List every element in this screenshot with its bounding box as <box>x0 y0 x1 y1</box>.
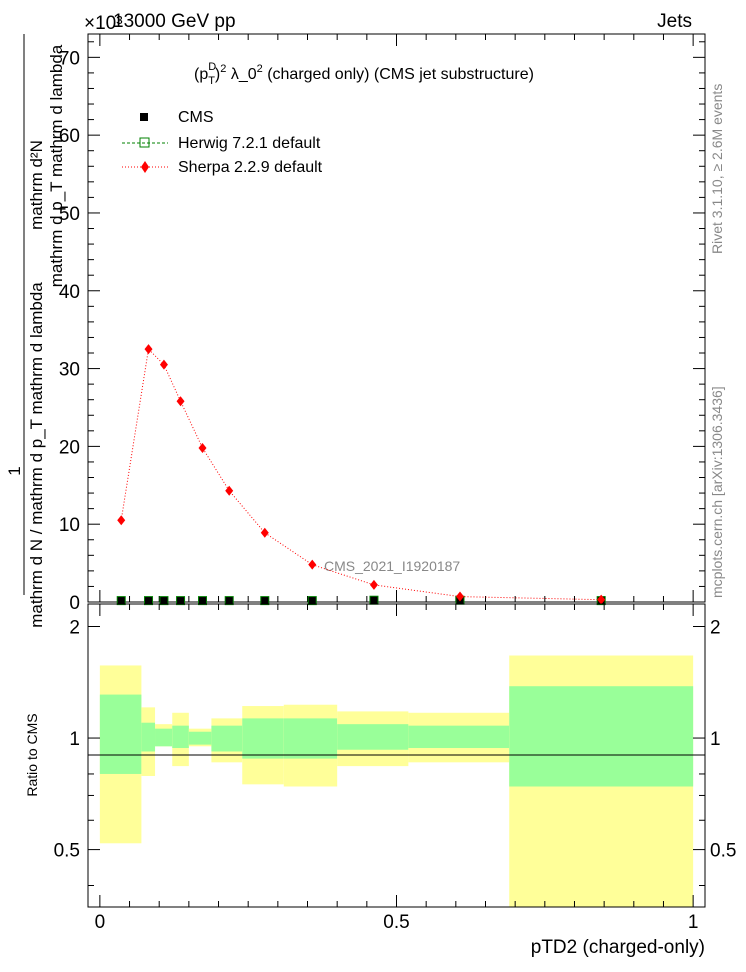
cms-point <box>117 596 126 605</box>
main-ytick-label: 0 <box>69 593 80 614</box>
ratio-inner-band <box>337 724 409 750</box>
ratio-xtick-label: 1 <box>688 912 699 933</box>
sherpa-point <box>176 396 185 407</box>
ratio-ytick-label: 1 <box>69 729 80 750</box>
ratio-inner-band <box>99 694 142 774</box>
herwig-point <box>144 596 154 606</box>
legend: CMS Herwig 7.2.1 default Sherpa 2.2.9 de… <box>122 109 323 176</box>
cms-point <box>225 596 234 605</box>
legend-cms-marker <box>140 113 148 121</box>
ratio-ytick-label: 0.5 <box>54 841 80 862</box>
main-ytick-label: 50 <box>59 204 80 225</box>
ratio-inner-band <box>509 686 694 787</box>
legend-herwig-label: Herwig 7.2.1 default <box>178 135 321 152</box>
category-label: Jets <box>657 11 692 32</box>
ratio-xtick-label: 0.5 <box>383 912 409 933</box>
main-ytick-label: 70 <box>59 48 80 69</box>
cms-point <box>308 596 317 605</box>
cms-point <box>260 596 269 605</box>
ylabel-bottom: mathrm d N / mathrm d p_T mathrm d lambd… <box>27 282 46 628</box>
herwig-point <box>198 596 208 606</box>
cms-point <box>369 596 378 605</box>
sherpa-point <box>159 359 168 370</box>
main-ytick-label: 30 <box>59 360 80 381</box>
sherpa-point <box>198 442 207 453</box>
ratio-ylabel: Ratio to CMS <box>24 713 40 796</box>
herwig-point <box>176 596 186 606</box>
energy-label: 13000 GeV pp <box>113 11 236 32</box>
main-ytick-label: 10 <box>59 515 80 536</box>
rivet-label: Rivet 3.1.10, ≥ 2.6M events <box>709 84 725 254</box>
main-ytick-label: 60 <box>59 126 80 147</box>
ratio-ytick-label-right: 2 <box>710 617 721 638</box>
ratio-inner-band <box>408 725 510 749</box>
ratio-inner-band <box>141 722 156 752</box>
cms-point <box>176 596 185 605</box>
cms-point <box>198 596 207 605</box>
ratio-inner-band <box>172 725 189 749</box>
cms-point <box>144 596 153 605</box>
herwig-point <box>224 596 234 606</box>
plot-title: (pD T)2 λ_02 (charged only) (CMS jet subs… <box>194 61 534 87</box>
cms-point <box>159 596 168 605</box>
analysis-watermark: CMS_2021_I1920187 <box>324 558 460 574</box>
legend-herwig-marker <box>139 137 150 148</box>
sherpa-point <box>225 485 234 496</box>
sherpa-point <box>260 527 269 538</box>
sherpa-point <box>144 344 153 355</box>
mcplots-label: mcplots.cern.ch [arXiv:1306.3436] <box>709 386 725 598</box>
legend-cms-label: CMS <box>178 109 214 126</box>
sherpa-point <box>597 594 606 605</box>
main-ytick-label: 20 <box>59 437 80 458</box>
ratio-inner-band <box>283 718 338 759</box>
herwig-point <box>159 596 169 606</box>
ylabel-top: 1 <box>5 466 24 475</box>
sherpa-point <box>369 579 378 590</box>
exponent-label: ×10³ <box>84 13 123 34</box>
ratio-xtick-label: 0 <box>95 912 106 933</box>
legend-sherpa-label: Sherpa 2.2.9 default <box>178 159 323 176</box>
herwig-point <box>116 596 126 606</box>
ratio-inner-band <box>155 728 173 747</box>
ratio-inner-band <box>211 725 243 752</box>
ratio-inner-band <box>188 731 212 745</box>
ratio-ytick-label-right: 1 <box>710 729 721 750</box>
legend-sherpa-marker <box>141 161 149 173</box>
sherpa-point <box>117 515 126 526</box>
sherpa-point <box>308 559 317 570</box>
ratio-ytick-label: 2 <box>69 617 80 638</box>
sherpa-point <box>455 591 464 602</box>
sherpa-line <box>120 348 602 601</box>
ratio-inner-band <box>242 718 284 759</box>
ylabel-numerator: mathrm d²N <box>27 140 46 230</box>
ylabel-denominator: mathrm d p_T mathrm d lambda <box>47 44 66 287</box>
ratio-ytick-label-right: 0.5 <box>710 841 736 862</box>
herwig-point <box>260 596 270 606</box>
main-ytick-label: 40 <box>59 282 80 303</box>
herwig-point <box>307 596 317 606</box>
ratio-xlabel: pTD2 (charged-only) <box>531 937 705 958</box>
